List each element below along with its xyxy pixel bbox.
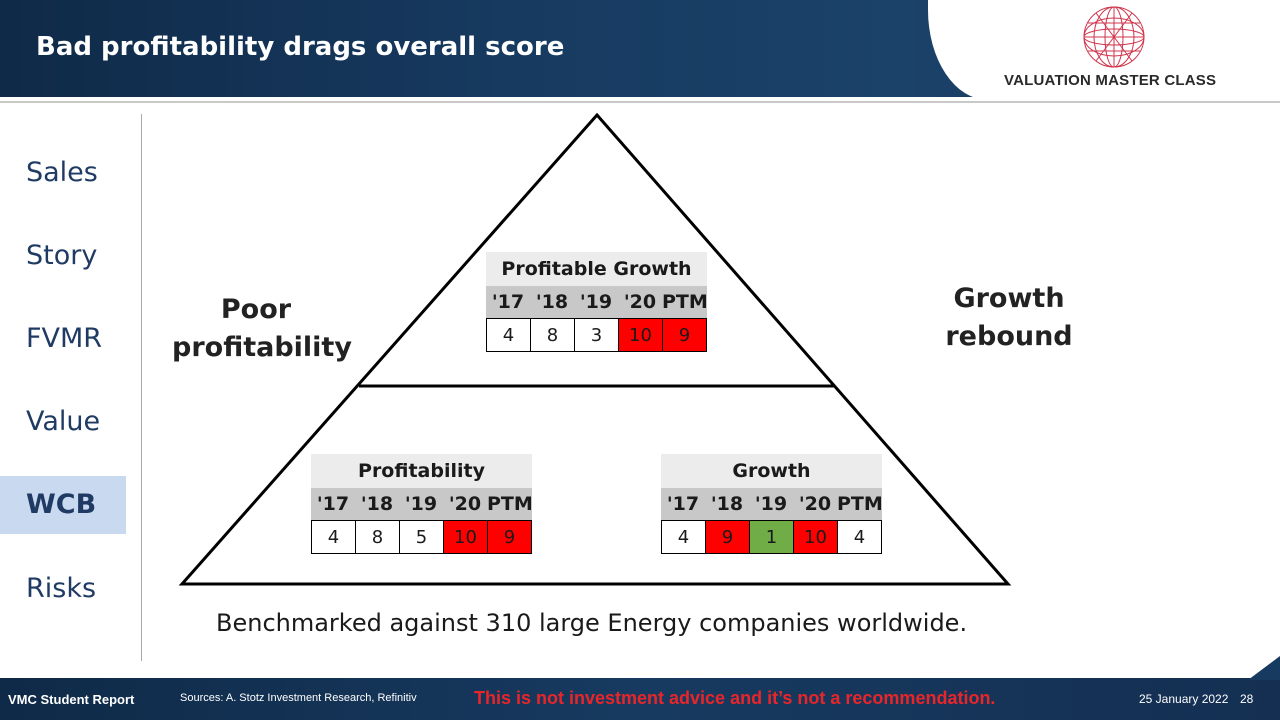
header-divider (0, 101, 1280, 103)
footer-bar (0, 678, 1280, 720)
score-cell: 4 (662, 520, 706, 553)
score-cell: 1 (750, 520, 794, 553)
header-cell: '20 (448, 493, 482, 515)
left-label-line-2: profitability (172, 332, 352, 363)
sources-text: Sources: A. Stotz Investment Research, R… (180, 692, 417, 704)
score-cell: 10 (619, 318, 663, 351)
sidebar-item-story[interactable]: Story (26, 240, 98, 271)
header-cell: '20 (623, 291, 657, 313)
sidebar-item-value[interactable]: Value (26, 406, 101, 437)
table-title: Growth (661, 454, 882, 488)
page-number: 28 (1240, 692, 1254, 706)
sidebar-item-risks[interactable]: Risks (26, 573, 97, 604)
disclaimer-text: This is not investment advice and it’s n… (474, 688, 996, 708)
growth-rebound-label: Growth rebound (938, 280, 1080, 356)
score-cell: 10 (794, 520, 838, 553)
pyramid-outline (178, 112, 1012, 586)
header-cell: PTM (487, 493, 533, 515)
profitability-table: Profitability '17 '18 '19 '20 PTM 4 8 5 … (311, 454, 533, 554)
sidebar-item-sales[interactable]: Sales (26, 157, 98, 188)
header-cell: '18 (535, 291, 569, 313)
footer-corner-accent (1248, 656, 1280, 680)
header-cell: '19 (579, 291, 613, 313)
score-row: 4 9 1 10 4 (661, 520, 882, 554)
score-row: 4 8 3 10 9 (486, 318, 707, 352)
score-cell: 8 (356, 520, 400, 553)
score-cell: 5 (400, 520, 444, 553)
header-cell: PTM (837, 493, 883, 515)
sidebar-divider (141, 114, 142, 661)
score-cell: 4 (487, 318, 531, 351)
table-header-row: '17 '18 '19 '20 PTM (311, 488, 533, 520)
logo-text: VALUATION MASTER CLASS (1004, 72, 1217, 89)
left-label-line-1: Poor (220, 294, 292, 325)
poor-profitability-label: Poor profitability (172, 291, 352, 367)
table-header-row: '17 '18 '19 '20 PTM (486, 286, 708, 318)
header-cell: '18 (710, 493, 744, 515)
page-title: Bad profitability drags overall score (36, 32, 565, 62)
header-cell: '19 (754, 493, 788, 515)
score-cell: 9 (663, 318, 707, 351)
score-cell: 9 (706, 520, 750, 553)
benchmark-note: Benchmarked against 310 large Energy com… (216, 609, 968, 637)
header-cell: '17 (666, 493, 700, 515)
sidebar-item-fvmr[interactable]: FVMR (26, 323, 103, 354)
header-cell: PTM (662, 291, 708, 313)
score-cell: 8 (531, 318, 575, 351)
score-cell: 4 (312, 520, 356, 553)
report-date: 25 January 2022 (1139, 692, 1229, 706)
header-cell: '17 (316, 493, 350, 515)
table-title: Profitable Growth (486, 252, 707, 286)
score-cell: 9 (488, 520, 532, 553)
profitable-growth-table: Profitable Growth '17 '18 '19 '20 PTM 4 … (486, 252, 708, 352)
growth-table: Growth '17 '18 '19 '20 PTM 4 9 1 10 4 (661, 454, 883, 554)
table-title: Profitability (311, 454, 532, 488)
score-row: 4 8 5 10 9 (311, 520, 532, 554)
header-cell: '18 (360, 493, 394, 515)
header-cell: '20 (798, 493, 832, 515)
score-cell: 10 (444, 520, 488, 553)
right-label-line-2: rebound (945, 321, 1073, 352)
table-header-row: '17 '18 '19 '20 PTM (661, 488, 883, 520)
score-cell: 3 (575, 318, 619, 351)
header-cell: '17 (491, 291, 525, 313)
globe-logo-icon (1083, 6, 1145, 68)
right-label-line-1: Growth (953, 283, 1065, 314)
header-cell: '19 (404, 493, 438, 515)
score-cell: 4 (838, 520, 882, 553)
report-name: VMC Student Report (8, 692, 135, 707)
sidebar-item-wcb[interactable]: WCB (0, 476, 126, 534)
